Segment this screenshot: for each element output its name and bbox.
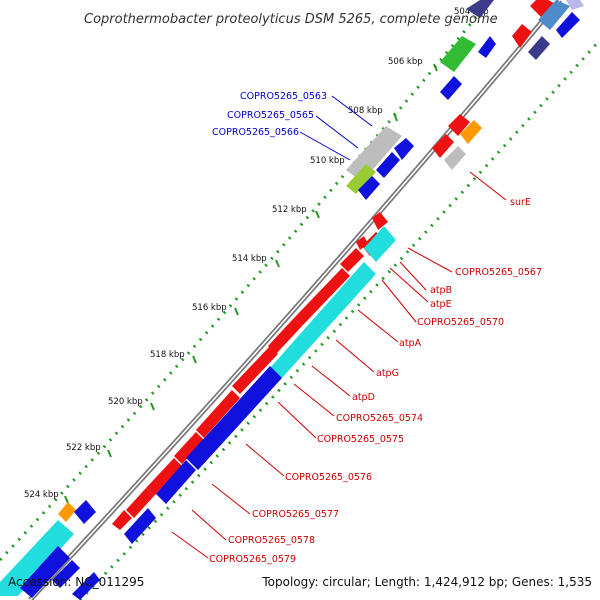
copro0563-cluster [346,126,414,200]
tick-label: 516 kbp [192,303,227,313]
gene-arrow-orange [58,502,76,522]
left-leader-lines [299,95,373,161]
tick-label: 520 kbp [108,397,143,407]
map-title: Coprothermobacter proteolyticus DSM 5265… [84,12,498,27]
gene-arrow-red [232,346,278,394]
gene-label[interactable]: COPRO5265_0567 [455,267,542,278]
tick-label: 506 kbp [388,57,423,67]
gene-label[interactable]: COPRO5265_0575 [317,434,404,445]
gene-label[interactable]: COPRO5265_0565 [227,110,314,121]
gene-arrow-blue [556,12,580,38]
gene-label[interactable]: atpD [352,392,375,403]
gene-arrow-blue [20,546,70,598]
gene-arrow-blue [394,138,414,160]
gene-arrow-steelblue [538,0,570,30]
gene-arrow-blue [478,36,496,58]
genome-summary-text: Topology: circular; Length: 1,424,912 bp… [261,575,592,589]
gene-arrow-red [174,432,204,464]
gene-label[interactable]: atpG [376,368,399,379]
gene-arrow-red [448,114,470,136]
gene-arrow-red [340,248,364,272]
tick-label: 514 kbp [232,254,267,264]
backbone-inner [29,0,561,600]
top-cluster [440,0,584,100]
gene-arrow-red [268,318,302,354]
gene-arrow-gray [346,126,402,182]
gene-label[interactable]: COPRO5265_0574 [336,413,423,424]
gene-arrow-blue [440,76,462,100]
gene-arrow-red [294,268,350,326]
tick-label: 512 kbp [272,205,307,215]
gene-arrow-lavender [566,0,584,10]
gene-arrow-navy [528,36,550,60]
gene-arrow-blue [376,152,400,178]
right-leader-lines [171,171,507,559]
right-tick-arc [78,38,600,600]
gene-arrow-red [146,458,182,496]
gene-arrow-navy [466,0,494,18]
gene-arrow-red [112,510,132,530]
gene-label[interactable]: atpA [399,338,422,349]
accession-text: Accession: NC_011295 [8,575,144,589]
gene-arrow-blue [52,560,80,588]
gene-arrow-blue [74,500,96,524]
gene-arrow-red [432,134,454,158]
gene-arrow-gray [444,146,466,170]
tick-label: 524 kbp [24,490,59,500]
gene-arrow-cyan [364,226,396,262]
gene-arrow-orange [460,120,482,144]
gene-label[interactable]: COPRO5265_0570 [417,317,504,328]
gene-arrow-blue [124,508,156,544]
tick-label: 518 kbp [150,350,185,360]
gene-arrow-red [196,390,240,438]
gene-label[interactable]: COPRO5265_0566 [212,127,299,138]
atp-cluster [112,212,396,544]
tick-label: 508 kbp [348,106,383,116]
gene-arrow-green [440,36,476,72]
gene-arrow-yellowgreen [346,164,376,194]
tick-label: 510 kbp [310,156,345,166]
gene-label[interactable]: COPRO5265_0577 [252,509,339,520]
gene-label[interactable]: COPRO5265_0578 [228,535,315,546]
gene-arrow-red [530,0,556,20]
gene-arrow-red [356,236,368,250]
gene-label[interactable]: surE [510,197,531,208]
gene-arrow-cyan [270,262,376,378]
tick-label: 522 kbp [66,443,101,453]
gene-arrow-blue [72,572,100,600]
gene-label[interactable]: COPRO5265_0579 [209,554,296,565]
sure-cluster [432,114,482,170]
gene-arrow-cyan [0,520,74,596]
gene-label[interactable]: atpB [430,285,452,296]
gene-arrow-blue [156,460,196,504]
gene-arrow-blue [358,176,380,200]
gene-arrow-blue [186,366,282,470]
gene-arrow-red [372,212,388,230]
bottom-left-cluster [0,500,100,600]
gene-arrow-red [512,24,532,48]
gene-label[interactable]: COPRO5265_0576 [285,472,372,483]
gene-label[interactable]: COPRO5265_0563 [240,91,327,102]
gene-arrow-red [126,488,154,518]
gene-label[interactable]: atpE [430,299,452,310]
